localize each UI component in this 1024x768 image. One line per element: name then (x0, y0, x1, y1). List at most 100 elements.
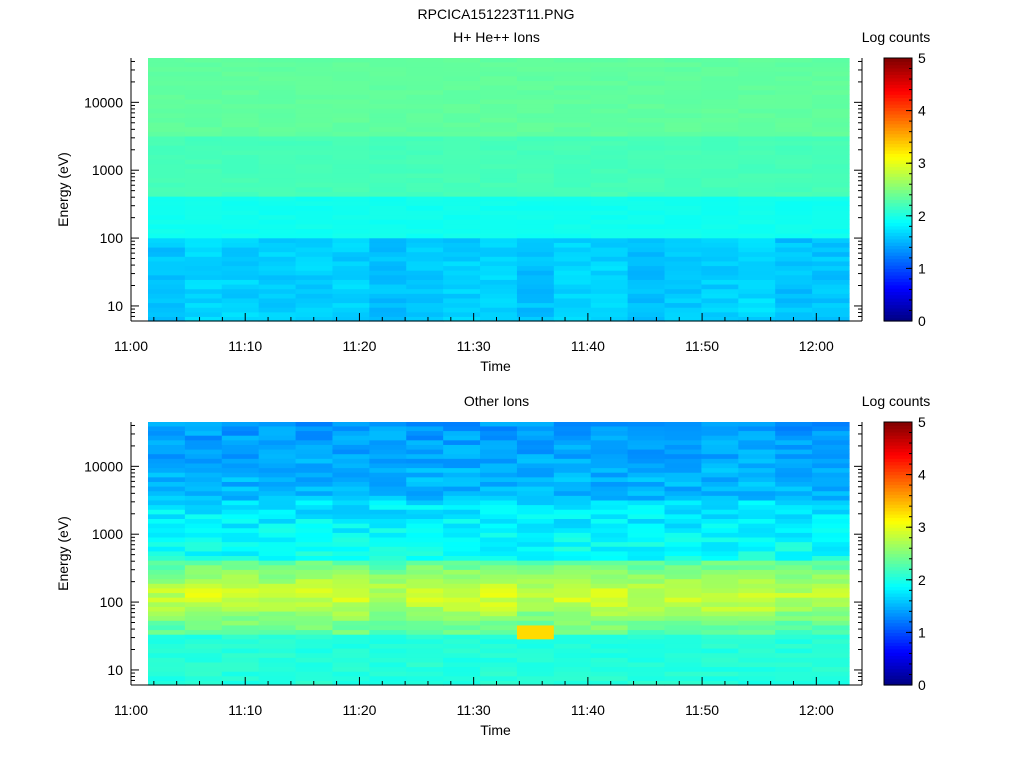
heatmap-cell (812, 256, 850, 262)
heatmap-cell (664, 108, 703, 114)
heatmap-cell (701, 583, 739, 589)
heatmap-cell (738, 504, 776, 510)
heatmap-cell (221, 191, 260, 197)
y-tick-label: 1000 (92, 162, 123, 178)
x-tick-label: 11:40 (571, 338, 605, 354)
heatmap-cell (148, 168, 186, 174)
heatmap-cell (369, 61, 407, 68)
heatmap-cell (148, 481, 186, 487)
heatmap-cell (738, 228, 776, 234)
heatmap-cell (369, 145, 407, 151)
colorbar-segment (884, 596, 912, 601)
heatmap-cell (443, 573, 481, 580)
heatmap-cell (812, 117, 850, 123)
heatmap-cell (221, 270, 260, 276)
heatmap-cell (369, 307, 407, 313)
heatmap-cell (258, 126, 297, 132)
heatmap-cell (258, 657, 297, 663)
colorbar-segment (884, 117, 912, 122)
heatmap-cell (812, 140, 850, 146)
heatmap-cell (332, 620, 370, 626)
heatmap-cell (184, 233, 223, 239)
heatmap-cell (590, 145, 629, 151)
heatmap-cell (184, 536, 223, 543)
heatmap-cell (701, 573, 739, 580)
heatmap-cell (406, 435, 444, 441)
heatmap-cell (701, 513, 739, 519)
heatmap-cell (664, 159, 703, 165)
heatmap-cell (148, 555, 186, 561)
heatmap-cell (775, 560, 813, 566)
heatmap-cell (221, 661, 260, 668)
heatmap-cell (627, 499, 666, 506)
heatmap-cell (406, 592, 444, 598)
heatmap-cell (443, 560, 481, 566)
heatmap-cell (664, 546, 703, 552)
heatmap-cell (148, 629, 186, 635)
heatmap-cell (738, 620, 776, 626)
heatmap-cell (443, 671, 481, 677)
colorbar-segment (884, 491, 912, 495)
heatmap-cell (553, 495, 592, 501)
heatmap-cell (701, 270, 739, 276)
heatmap-cell (701, 140, 739, 146)
colorbar-tick-label: 2 (918, 208, 926, 224)
colorbar-segment (884, 671, 912, 676)
heatmap-cell (184, 256, 223, 262)
heatmap-cell (332, 597, 370, 603)
heatmap-cell (148, 297, 186, 304)
heatmap-cell (553, 251, 592, 257)
heatmap-cell (553, 430, 592, 436)
heatmap-cell (627, 302, 666, 308)
heatmap-cell (443, 246, 481, 253)
heatmap-cell (443, 98, 481, 105)
heatmap-cell (553, 680, 592, 686)
heatmap-cell (148, 490, 186, 496)
heatmap-cell (701, 564, 739, 570)
heatmap-cell (406, 61, 444, 68)
heatmap-cell (553, 182, 592, 188)
heatmap-cell (480, 476, 518, 482)
heatmap-cell (332, 307, 370, 313)
heatmap-cell (258, 560, 297, 566)
heatmap-cell (369, 610, 407, 617)
heatmap-cell (516, 237, 555, 243)
heatmap-cell (627, 270, 666, 276)
heatmap-cell (221, 145, 260, 151)
heatmap-cell (664, 643, 703, 649)
heatmap-cell (221, 666, 260, 672)
heatmap-cell (812, 458, 850, 464)
heatmap-cell (701, 467, 739, 473)
heatmap-cell (701, 560, 739, 566)
heatmap-cell (590, 98, 629, 105)
heatmap-cell (258, 541, 297, 547)
heatmap-cell (701, 75, 739, 81)
heatmap-cell (480, 214, 518, 220)
heatmap-cell (295, 135, 334, 142)
heatmap-cell (627, 237, 666, 243)
heatmap-cell (701, 647, 739, 654)
heatmap-cell (184, 228, 223, 234)
heatmap-cell (332, 569, 370, 575)
heatmap-cell (332, 422, 370, 427)
heatmap-cell (443, 680, 481, 686)
heatmap-cell (295, 490, 334, 496)
colorbar-segment (884, 487, 912, 492)
heatmap-cell (516, 573, 555, 580)
heatmap-cell (812, 75, 850, 81)
heatmap-cell (443, 297, 481, 304)
heatmap-cell (332, 89, 370, 95)
heatmap-cell (184, 196, 223, 202)
colorbar-segment (884, 586, 912, 591)
heatmap-cell (701, 246, 739, 253)
heatmap-cell (590, 671, 629, 677)
heatmap-cell (221, 444, 260, 450)
heatmap-cell (148, 564, 186, 570)
heatmap-cell (295, 149, 334, 155)
heatmap-cell (553, 140, 592, 146)
colorbar-segment (884, 461, 912, 466)
heatmap-cell (258, 680, 297, 686)
heatmap-cell (701, 58, 739, 63)
heatmap-cell (148, 518, 186, 524)
heatmap-cell (480, 583, 518, 589)
